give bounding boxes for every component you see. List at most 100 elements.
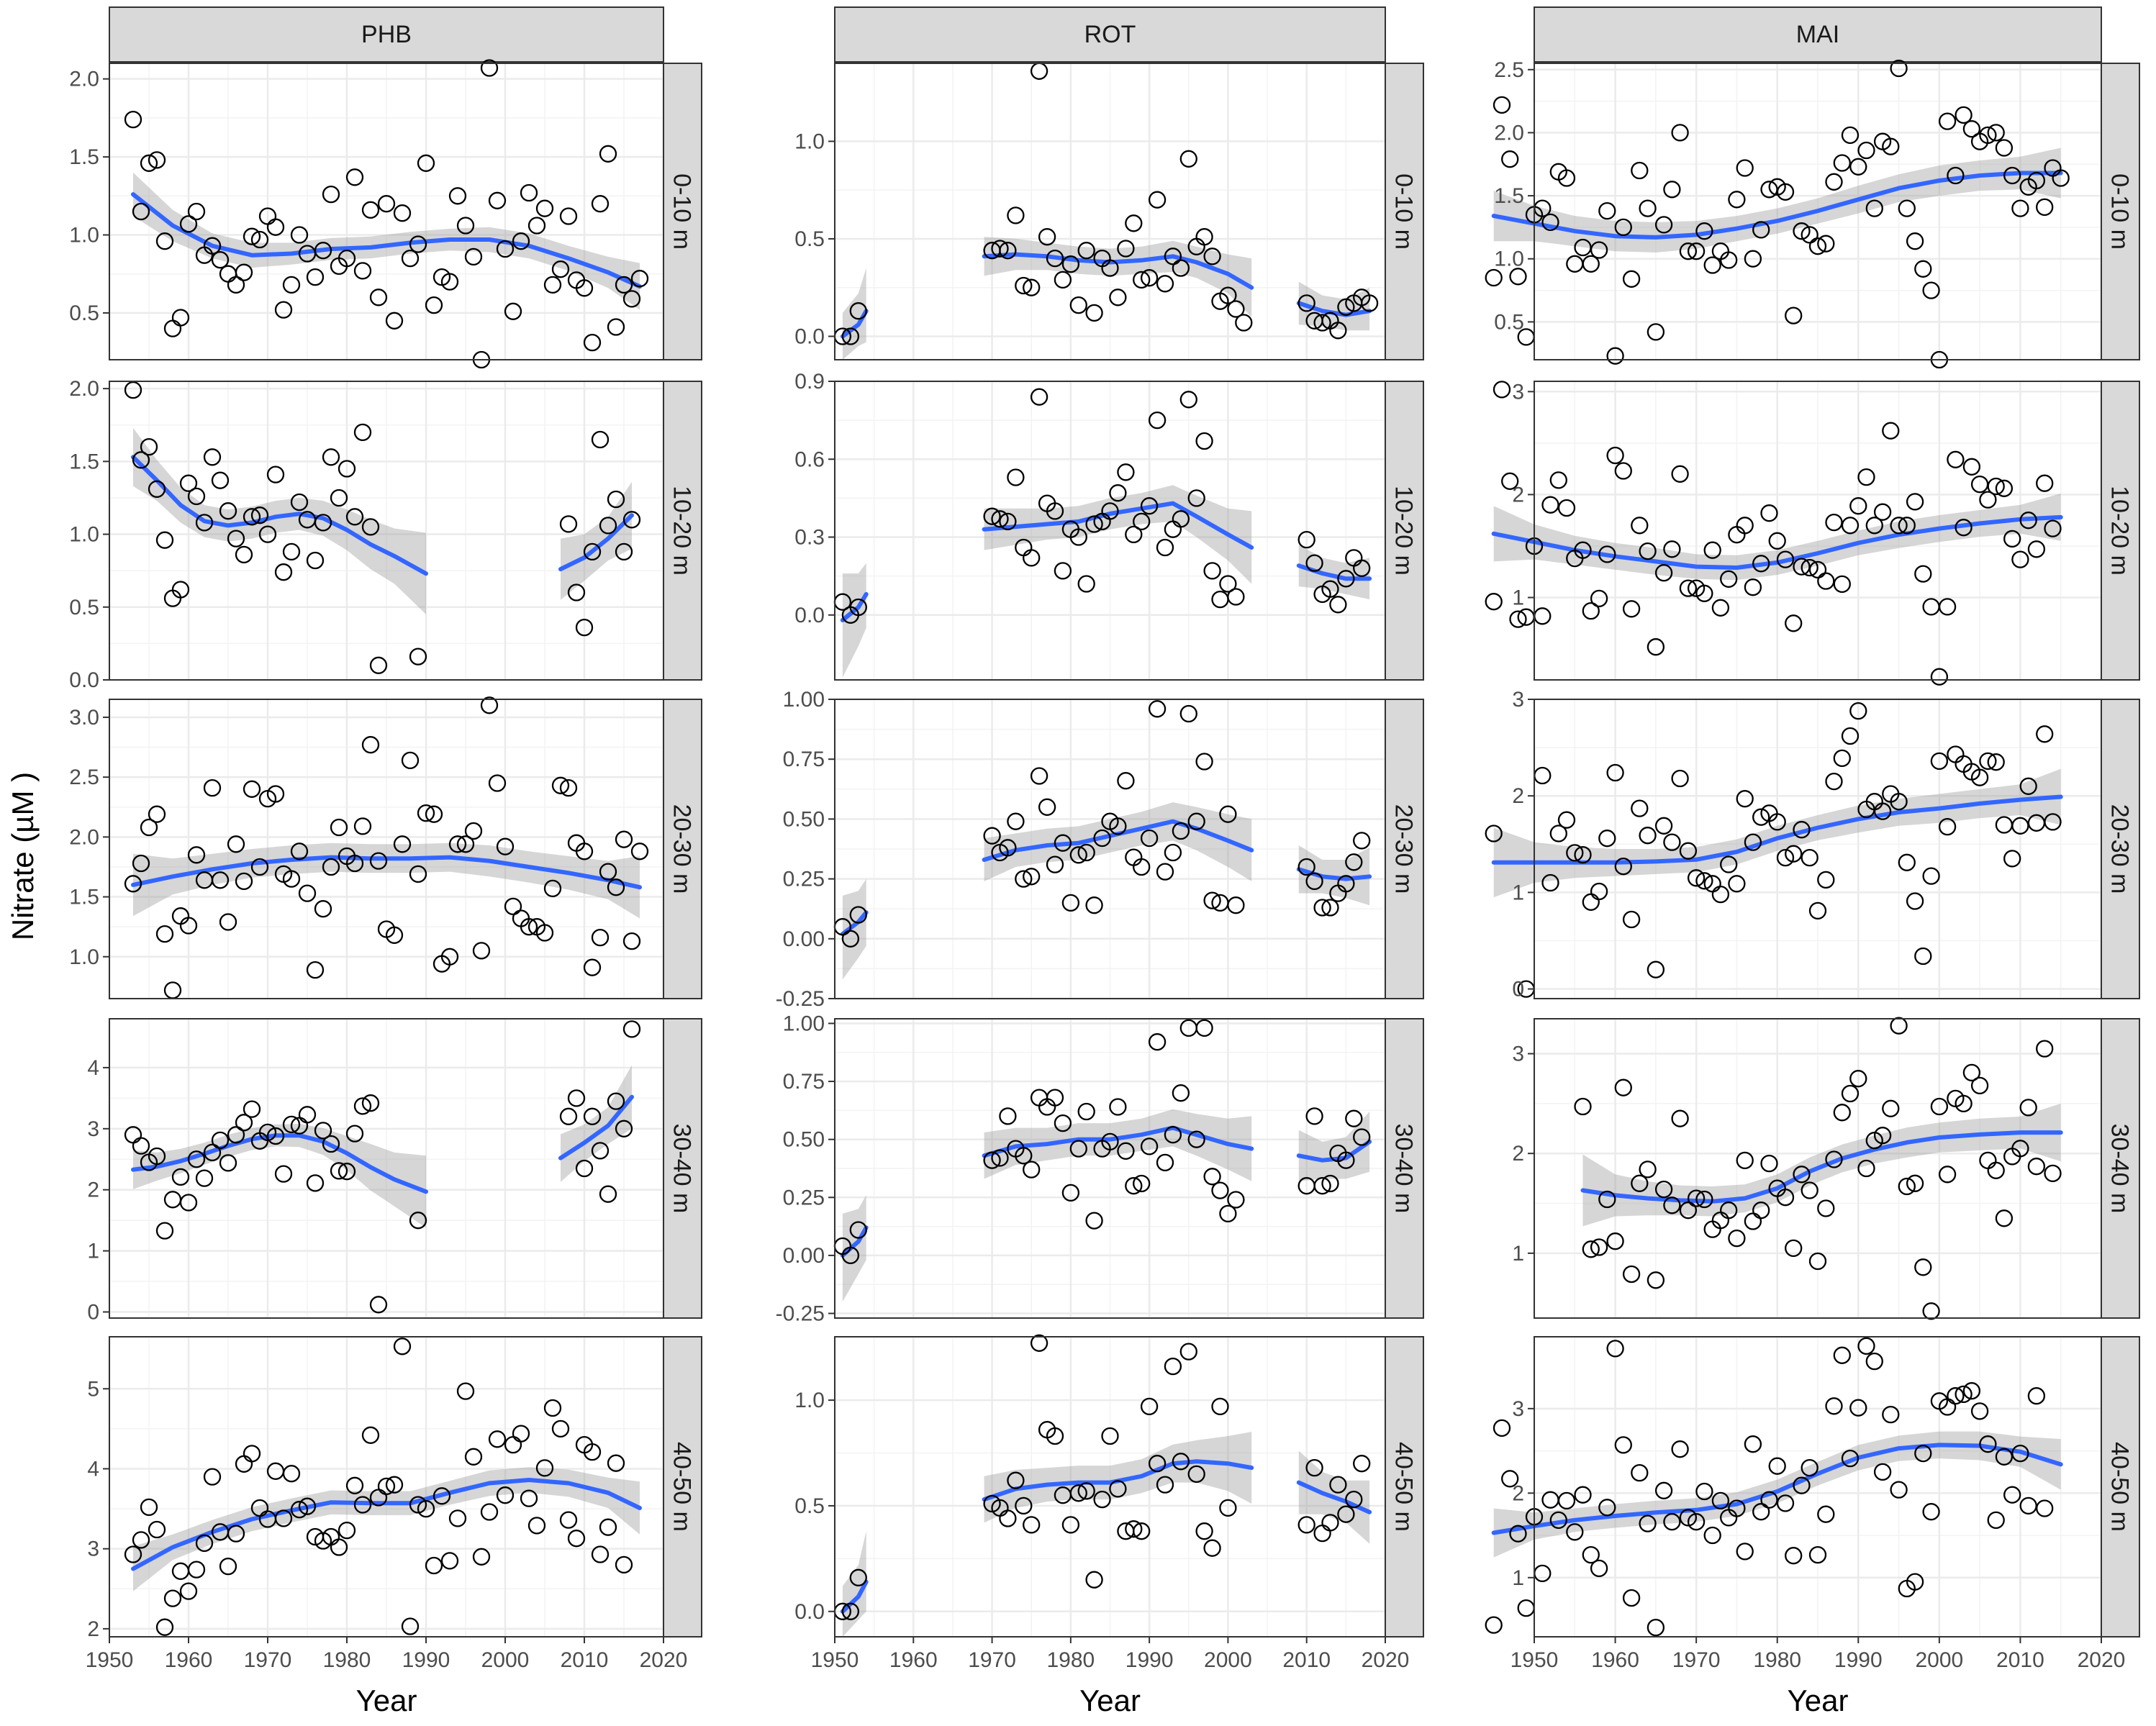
data-point: [1793, 222, 1811, 240]
data-point: [1109, 484, 1127, 502]
data-point: [1808, 1545, 1827, 1564]
data-point: [219, 1154, 237, 1172]
y-tick-label: 0.00: [783, 927, 825, 951]
data-point: [179, 1582, 198, 1600]
panel-phb-20-30m: 1.0 1.5 2.0 2.5 3.0 20-30 m: [69, 696, 702, 999]
data-point: [1023, 1160, 1041, 1178]
data-point: [369, 852, 388, 870]
data-point: [1987, 124, 2005, 142]
data-point: [607, 318, 625, 336]
data-point: [2036, 725, 2054, 743]
depth-label: 40-50 m: [1390, 1442, 1418, 1532]
data-point: [322, 185, 340, 204]
data-point: [195, 514, 214, 532]
data-point: [999, 839, 1017, 857]
panel-rot-10-20m: 0.0 0.3 0.6 0.9 10-20 m: [794, 370, 1424, 681]
data-point: [353, 1097, 372, 1115]
y-tick-label: 0.25: [783, 1186, 825, 1209]
data-point: [841, 1246, 860, 1265]
data-point: [1606, 763, 1624, 782]
x-tick-label: 1990: [402, 1648, 450, 1672]
data-point: [369, 289, 388, 306]
data-point: [1930, 668, 1949, 686]
data-point: [1179, 1343, 1197, 1361]
data-point: [361, 518, 380, 536]
y-tick-label: -0.25: [776, 1302, 825, 1326]
data-point: [1995, 1448, 2014, 1466]
data-point: [306, 960, 325, 979]
data-point: [1493, 96, 1511, 114]
data-point: [148, 1520, 166, 1539]
data-point: [266, 465, 285, 483]
x-tick-label: 2000: [481, 1648, 530, 1672]
y-tick-label: 2.5: [1494, 58, 1524, 82]
data-point: [1720, 1202, 1738, 1219]
data-point: [1109, 1480, 1127, 1498]
data-point: [227, 276, 245, 294]
data-point: [1337, 1505, 1355, 1523]
data-point: [338, 249, 356, 268]
data-point: [1227, 1191, 1245, 1209]
data-point: [983, 1151, 1001, 1169]
y-tick-label: 0.5: [1494, 310, 1524, 334]
data-point: [314, 1122, 332, 1140]
data-point: [527, 217, 546, 235]
data-point: [496, 240, 515, 258]
data-point: [480, 1503, 499, 1521]
data-point: [1015, 870, 1033, 888]
data-point: [849, 906, 867, 924]
x-tick-label: 2010: [1996, 1648, 2044, 1672]
data-point: [140, 154, 158, 172]
data-point: [1906, 1573, 1924, 1591]
data-point: [1841, 126, 1860, 145]
depth-label: 30-40 m: [669, 1124, 696, 1214]
data-point: [1061, 894, 1080, 912]
data-point: [1069, 1484, 1087, 1502]
data-point: [1187, 1465, 1205, 1484]
y-tick-label: 1.5: [69, 886, 99, 909]
confidence-ribbon: [842, 268, 866, 360]
data-point: [1061, 1516, 1080, 1534]
data-point: [1801, 558, 1818, 577]
data-point: [583, 542, 602, 561]
data-point: [203, 1143, 222, 1162]
smooth-line: [131, 1478, 642, 1571]
data-point: [1752, 555, 1770, 573]
data-point: [504, 897, 522, 916]
data-point: [1987, 1161, 2005, 1179]
confidence-ribbon: [1493, 1431, 2061, 1558]
station-strip: [1534, 6, 2102, 63]
data-point: [353, 262, 372, 280]
data-point: [1898, 199, 1916, 217]
data-point: [179, 917, 198, 935]
data-point: [1914, 947, 1932, 966]
data-point: [1015, 1147, 1033, 1165]
data-point: [377, 195, 396, 213]
data-point: [282, 870, 301, 888]
depth-strip: [2101, 63, 2140, 360]
data-point: [1962, 1382, 1981, 1400]
data-point: [1156, 275, 1174, 293]
y-tick-label: 2.0: [69, 377, 99, 401]
data-point: [401, 1617, 420, 1635]
data-point: [1493, 1419, 1511, 1437]
data-point: [187, 846, 206, 864]
data-point: [1922, 1503, 1940, 1521]
data-point: [1776, 1494, 1795, 1512]
data-point: [999, 1509, 1017, 1527]
y-tick-label: 0.0: [794, 324, 825, 348]
data-point: [1598, 1499, 1616, 1517]
data-point: [591, 928, 610, 947]
data-point: [1849, 497, 1867, 515]
data-point: [2011, 1140, 2029, 1158]
data-point: [124, 1545, 142, 1563]
data-point: [1906, 232, 1924, 250]
y-tick-label: 0.25: [783, 868, 825, 891]
y-tick-label: 1.00: [783, 688, 825, 712]
y-tick-label: 1: [1512, 1242, 1524, 1266]
data-point: [1776, 550, 1795, 568]
panel-phb-10-20m: 0.0 0.5 1.0 1.5 2.0 10-20 m: [69, 377, 702, 692]
data-point: [1117, 463, 1135, 481]
data-point: [227, 530, 245, 548]
data-point: [1219, 1204, 1237, 1223]
